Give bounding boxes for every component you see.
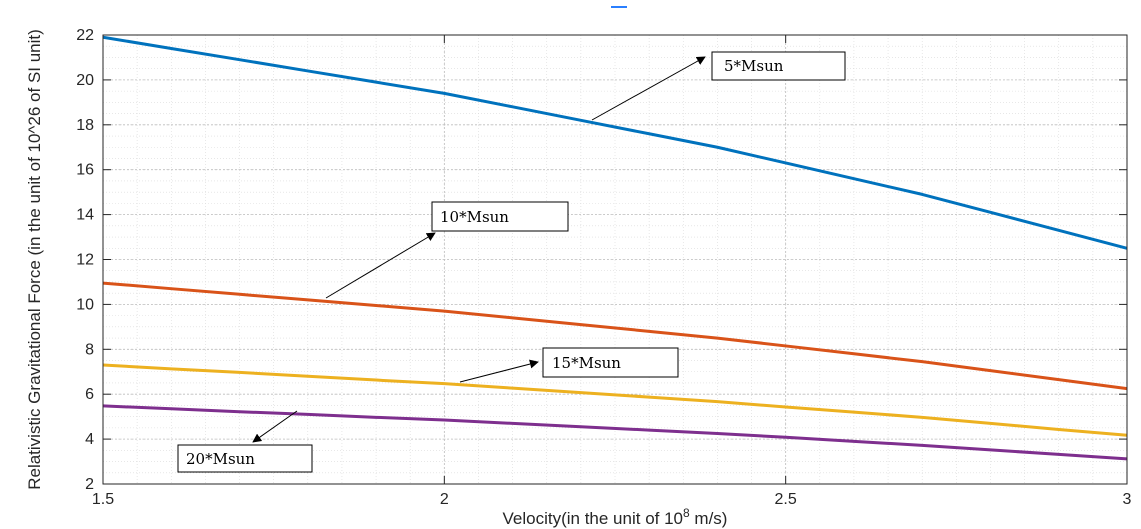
x-tick-label: 2 xyxy=(440,491,449,508)
annotation-label-5msun: 5*Msun xyxy=(724,57,784,75)
y-axis-label: Relativistic Gravitational Force (in the… xyxy=(25,29,44,490)
annotation-box-5msun xyxy=(711,51,846,81)
annotation-label-10msun: 10*Msun xyxy=(440,208,509,226)
x-tick-label: 2.5 xyxy=(775,491,797,508)
annotation-arrow-20msun xyxy=(252,410,298,443)
annotation-box-10msun xyxy=(431,201,569,232)
annotation-box-20msun xyxy=(177,444,313,473)
x-tick-label: 1.5 xyxy=(92,491,114,508)
annotation-label-20msun: 20*Msun xyxy=(186,450,255,468)
y-tick-label: 18 xyxy=(76,117,94,134)
series-lines xyxy=(102,35,1128,461)
y-tick-label: 10 xyxy=(76,296,94,313)
y-tick-label: 8 xyxy=(85,341,94,358)
y-tick-label: 2 xyxy=(85,476,94,493)
series-line-15msun xyxy=(102,363,1128,437)
series-line-5msun xyxy=(102,35,1128,250)
series-line-10msun xyxy=(102,281,1128,391)
x-axis-label: Velocity(in the unit of 108 m/s) xyxy=(503,506,728,528)
x-axis-label-suffix: m/s) xyxy=(690,509,728,528)
y-tick-label: 4 xyxy=(85,431,94,448)
y-tick-label: 22 xyxy=(76,27,94,44)
series-line-20msun xyxy=(102,404,1128,461)
annotation-arrow-10msun xyxy=(325,232,436,299)
axis-ticks xyxy=(102,34,1128,485)
annotation-label-15msun: 15*Msun xyxy=(552,354,621,372)
y-tick-label: 12 xyxy=(76,252,94,269)
annotation-box-15msun xyxy=(542,347,679,378)
x-axis-label-superscript: 8 xyxy=(683,506,690,520)
annotation-arrow-5msun xyxy=(591,56,706,121)
top-blue-mark xyxy=(611,6,627,8)
x-tick-label: 3 xyxy=(1123,491,1132,508)
annotation-arrow-15msun xyxy=(459,359,539,383)
y-tick-label: 16 xyxy=(76,162,94,179)
y-tick-label: 14 xyxy=(76,207,94,224)
x-axis-label-main: Velocity(in the unit of 10 xyxy=(503,509,684,528)
y-tick-label: 6 xyxy=(85,386,94,403)
y-tick-label: 20 xyxy=(76,72,94,89)
